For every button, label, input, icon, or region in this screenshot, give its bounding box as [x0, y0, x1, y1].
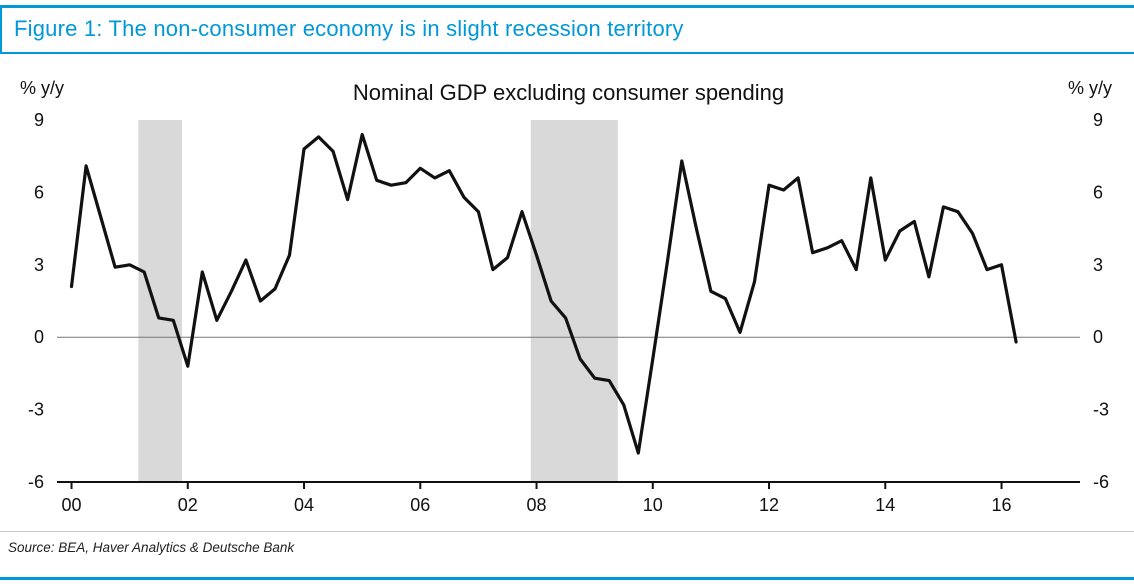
y-tick-label-right: 0 — [1093, 327, 1103, 347]
y-tick-label-right: -6 — [1093, 472, 1109, 492]
header-left-accent-bar — [0, 5, 2, 54]
y-axis-unit-left: % y/y — [20, 78, 64, 98]
y-axis-unit-right: % y/y — [1068, 78, 1112, 98]
x-tick-label: 06 — [410, 495, 430, 515]
gdp-line — [69, 132, 1018, 455]
y-tick-label-right: 3 — [1093, 255, 1103, 275]
chart-area: 00 02 04 06 08 10 12 14 16 9 9 6 6 3 3 0 0 -3 -3 -6 -6% y/y%… — [0, 58, 1134, 528]
recession-band — [138, 120, 182, 482]
x-tick-label: 12 — [759, 495, 779, 515]
y-tick-label-left: -6 — [28, 472, 44, 492]
y-tick-label-left: 0 — [34, 327, 44, 347]
y-tick-label-left: 3 — [34, 255, 44, 275]
source-text: Source: BEA, Haver Analytics & Deutsche … — [8, 540, 295, 555]
gdp-line-chart: 00 02 04 06 08 10 12 14 169 96 63 30 0-3 -3-6 -6% y/y%… — [20, 78, 1112, 515]
x-tick-label: 16 — [992, 495, 1012, 515]
y-tick-label-right: -3 — [1093, 400, 1109, 420]
chart-title: Nominal GDP excluding consumer spending — [353, 80, 784, 105]
x-tick-label: 14 — [875, 495, 895, 515]
top-accent-rule — [0, 5, 1134, 8]
y-tick-label-left: 9 — [34, 110, 44, 130]
footer-separator-rule — [0, 531, 1134, 532]
x-tick-label: 02 — [178, 495, 198, 515]
title-underline-rule — [0, 52, 1134, 54]
y-tick-label-right: 9 — [1093, 110, 1103, 130]
figure-title: Figure 1: The non-consumer economy is in… — [14, 16, 684, 41]
y-tick-label-left: 6 — [34, 182, 44, 202]
y-tick-label-left: -3 — [28, 400, 44, 420]
y-tick-label-right: 6 — [1093, 182, 1103, 202]
x-tick-label: 10 — [643, 495, 663, 515]
x-tick-label: 00 — [62, 495, 82, 515]
recession-band — [530, 120, 618, 482]
x-tick-label: 08 — [527, 495, 547, 515]
bottom-accent-rule — [0, 577, 1134, 580]
x-tick-label: 04 — [294, 495, 314, 515]
